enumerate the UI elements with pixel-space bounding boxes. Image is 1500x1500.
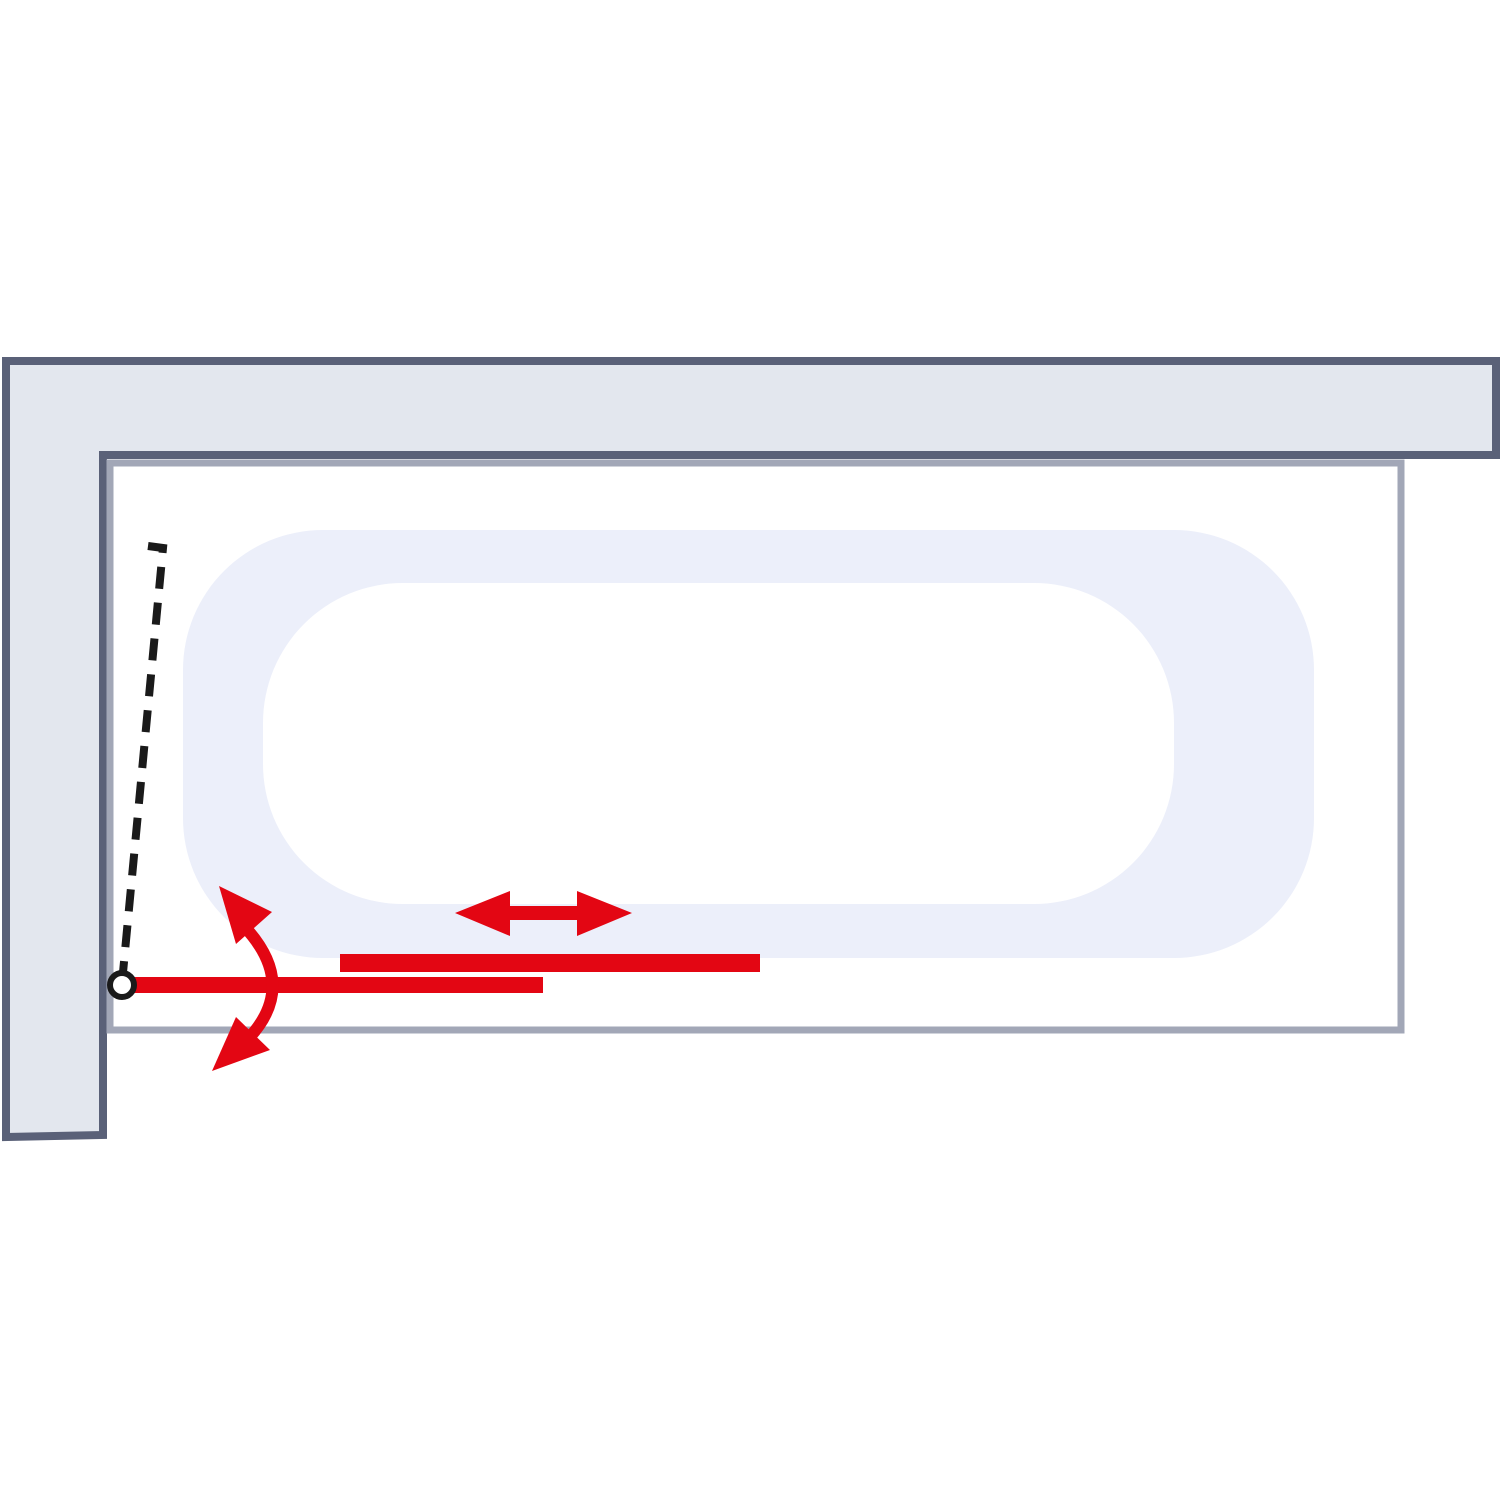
hinge	[107, 970, 137, 1000]
hinged-panel	[122, 977, 543, 993]
wall	[2, 357, 1500, 1142]
swing-arrowhead-bottom	[212, 1017, 270, 1071]
open-position	[118, 542, 168, 984]
sliding-panel	[340, 954, 760, 972]
basin	[263, 583, 1174, 904]
swing-arrow	[238, 920, 279, 1045]
slide-arrow	[455, 891, 632, 936]
swing-arrowhead-top	[219, 886, 272, 944]
